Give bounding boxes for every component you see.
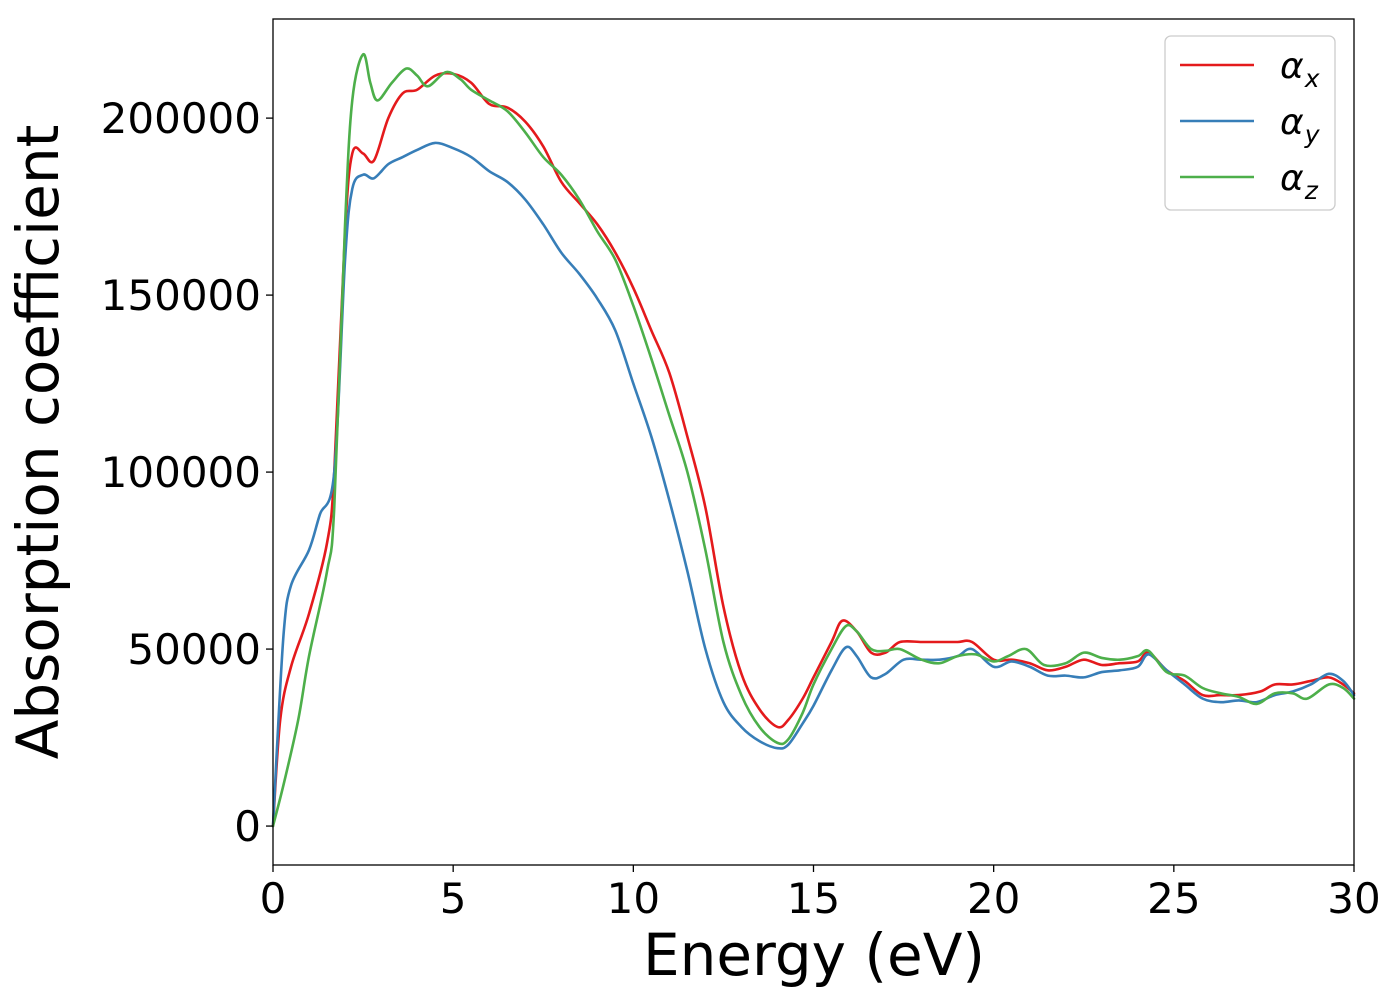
y-axis-label: Absorption coefficient — [4, 125, 72, 760]
legend-symbol: α — [1280, 158, 1304, 199]
legend-subscript: z — [1304, 176, 1319, 205]
y-tick-label: 0 — [234, 802, 261, 851]
series-line-y — [271, 141, 1356, 828]
x-tick-label: 15 — [787, 874, 840, 923]
y-tick-label: 150000 — [101, 271, 261, 320]
x-tick-label: 25 — [1147, 874, 1200, 923]
x-tick-label: 0 — [260, 874, 287, 923]
series-line-z — [271, 53, 1356, 828]
x-tick-label: 30 — [1327, 874, 1380, 923]
series-layer — [271, 53, 1356, 828]
legend-label-x: αx — [1280, 46, 1320, 93]
x-tick-label: 5 — [440, 874, 467, 923]
y-axis-ticks: 0 50000 100000 150000 200000 — [101, 94, 273, 851]
legend-subscript: y — [1304, 120, 1321, 149]
legend-label-z: αz — [1280, 158, 1319, 205]
x-tick-label: 10 — [607, 874, 660, 923]
x-axis-label: Energy (eV) — [643, 921, 985, 989]
x-tick-label: 20 — [967, 874, 1020, 923]
legend-symbol: α — [1280, 102, 1304, 143]
legend-box — [1164, 35, 1336, 211]
y-tick-label: 200000 — [101, 94, 261, 143]
x-axis-ticks: 0 5 10 15 20 25 30 — [260, 865, 1381, 923]
y-tick-label: 50000 — [127, 625, 261, 674]
legend-subscript: x — [1304, 64, 1320, 93]
legend-symbol: α — [1280, 46, 1304, 87]
y-tick-label: 100000 — [101, 448, 261, 497]
legend-label-y: αy — [1280, 102, 1321, 149]
